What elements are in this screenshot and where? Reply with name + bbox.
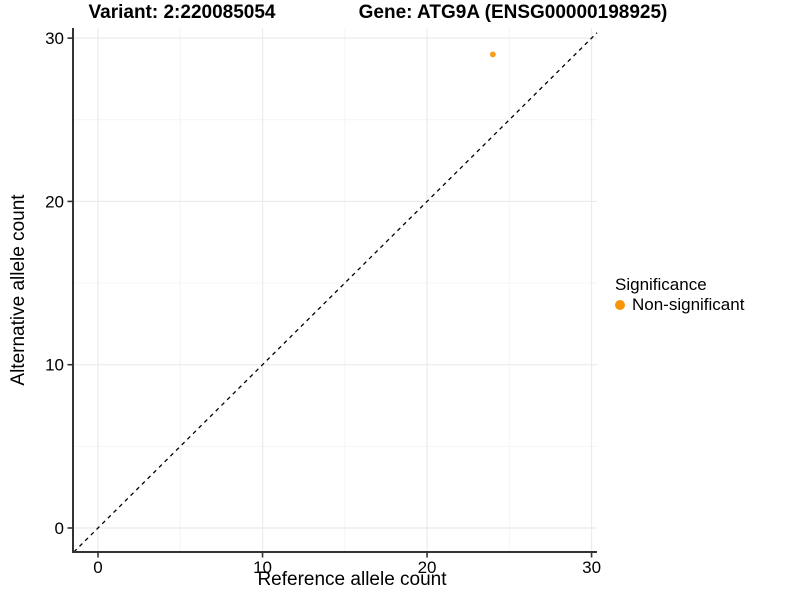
legend-point-icon bbox=[615, 300, 625, 310]
y-axis-tick-label: 0 bbox=[55, 519, 64, 538]
x-axis-tick-label: 30 bbox=[582, 558, 601, 577]
y-axis-tick-label: 30 bbox=[45, 29, 64, 48]
y-axis-title: Alternative allele count bbox=[8, 194, 29, 386]
x-axis-tick-label: 0 bbox=[93, 558, 102, 577]
legend: Significance Non-significant bbox=[615, 276, 744, 314]
y-axis-tick-label: 20 bbox=[45, 192, 64, 211]
x-axis-title: Reference allele count bbox=[257, 569, 447, 590]
legend-item-label: Non-significant bbox=[632, 295, 745, 314]
plot-title-variant: Variant: 2:220085054 bbox=[88, 2, 276, 23]
legend-item-non-significant: Non-significant bbox=[615, 296, 744, 314]
y-axis-tick-label: 10 bbox=[45, 356, 64, 375]
x-axis-tick-label: 10 bbox=[253, 558, 272, 577]
legend-title: Significance bbox=[615, 275, 707, 294]
plot-title-gene: Gene: ATG9A (ENSG00000198925) bbox=[358, 2, 668, 23]
data-point bbox=[489, 51, 496, 58]
identity-dashed-line bbox=[73, 32, 598, 553]
x-axis-tick-label: 20 bbox=[418, 558, 437, 577]
